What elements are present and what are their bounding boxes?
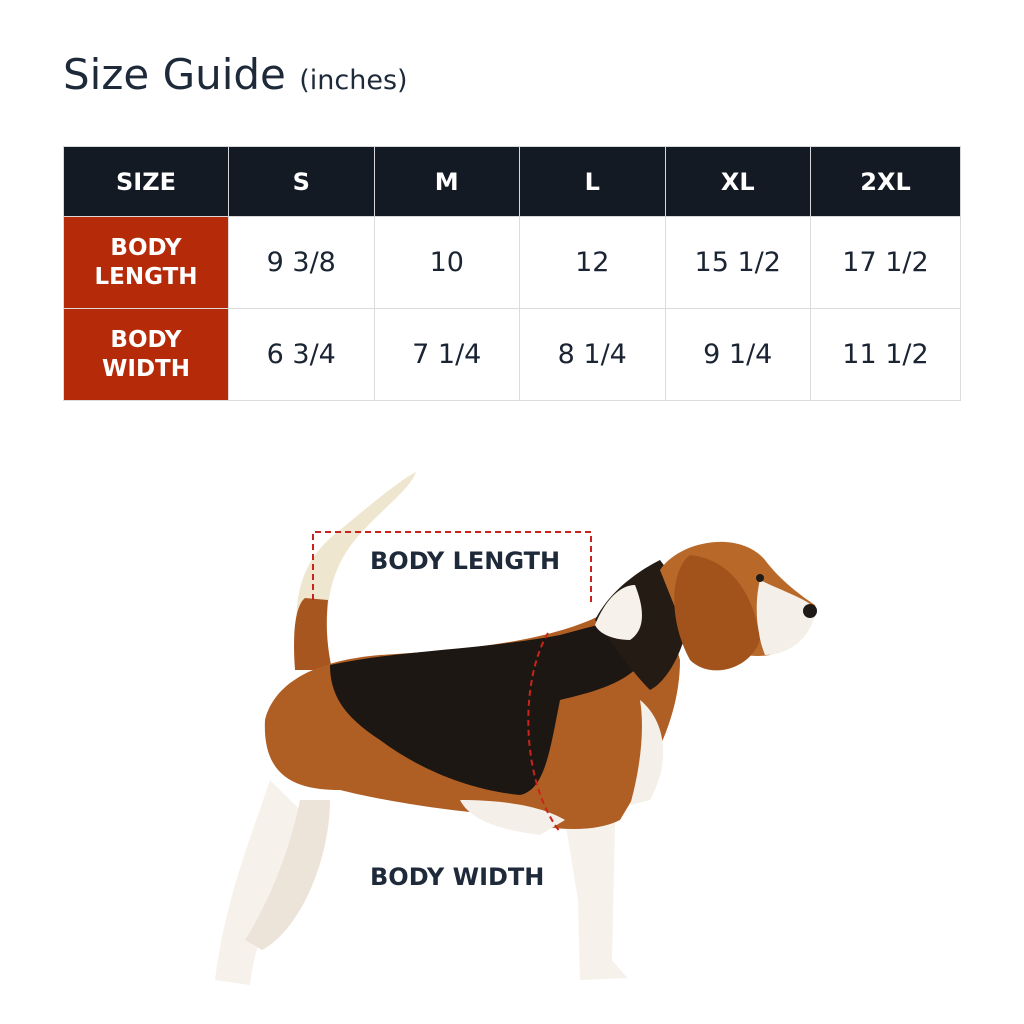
dog-belly <box>460 800 565 835</box>
dog-hind-leg-2 <box>245 800 330 950</box>
dog-neck-white <box>595 585 642 640</box>
dog-nose <box>803 604 817 618</box>
header-cell: M <box>373 146 520 217</box>
dog-chest <box>630 700 664 805</box>
table-row: BODY WIDTH 6 3/4 7 1/4 8 1/4 9 1/4 11 1/2 <box>63 308 961 401</box>
row-label: BODY LENGTH <box>63 216 229 309</box>
dog-muzzle <box>756 580 815 655</box>
body-width-measure-line <box>527 632 561 833</box>
header-cell: S <box>228 146 375 217</box>
table-cell: 15 1/2 <box>664 216 811 309</box>
table-cell: 9 1/4 <box>664 308 811 401</box>
table-cell: 9 3/8 <box>228 216 375 309</box>
dog-eye <box>756 574 764 582</box>
table-cell: 11 1/2 <box>810 308 961 401</box>
header-cell: 2XL <box>810 146 961 217</box>
table-row: BODY LENGTH 9 3/8 10 12 15 1/2 17 1/2 <box>63 216 961 309</box>
dog-saddle <box>330 618 660 795</box>
table-cell: 8 1/4 <box>519 308 666 401</box>
table-cell: 7 1/4 <box>373 308 520 401</box>
body-length-measure-line <box>312 531 592 603</box>
body-length-label: BODY LENGTH <box>370 547 561 575</box>
body-width-label: BODY WIDTH <box>370 863 545 891</box>
table-cell: 6 3/4 <box>228 308 375 401</box>
dog-tail-base <box>294 598 332 670</box>
table-cell: 10 <box>373 216 520 309</box>
header-cell: SIZE <box>63 146 229 217</box>
header-row: SIZE S M L XL 2XL <box>63 146 961 217</box>
dog-front-leg <box>565 820 628 980</box>
page-title: Size Guide (inches) <box>63 50 408 99</box>
title-text: Size Guide <box>63 50 286 99</box>
unit-text: (inches) <box>299 65 408 96</box>
table-cell: 17 1/2 <box>810 216 961 309</box>
table-cell: 12 <box>519 216 666 309</box>
size-table: SIZE S M L XL 2XL BODY LENGTH 9 3/8 10 12… <box>63 146 961 401</box>
dog-ear <box>674 555 760 671</box>
row-label: BODY WIDTH <box>63 308 229 401</box>
